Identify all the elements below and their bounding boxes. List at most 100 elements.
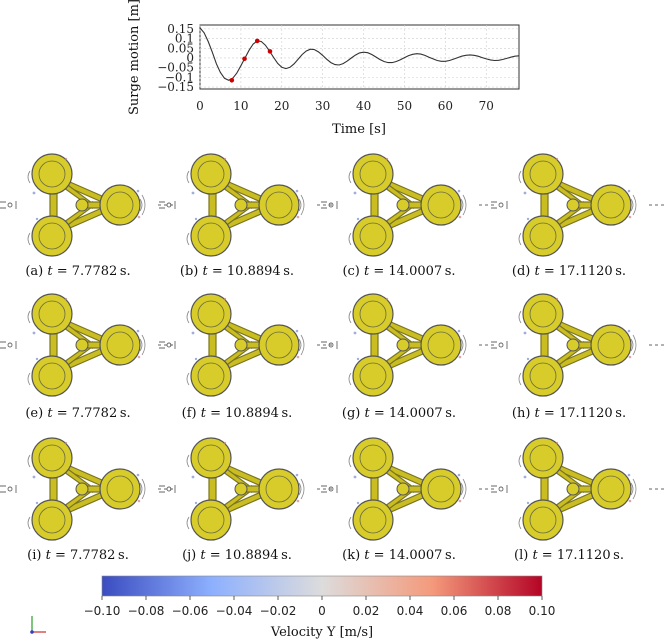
panel-label: (c) bbox=[342, 264, 364, 279]
panel-time: = 10.8894 s. bbox=[208, 264, 294, 279]
snapshot-panel: (l) t = 17.1120 s. bbox=[490, 437, 665, 563]
y-axis-label: Surge motion [m] bbox=[127, 0, 142, 115]
panel-time: = 10.8894 s. bbox=[206, 548, 292, 563]
panel-variable: t bbox=[364, 548, 370, 563]
snapshot-panel: (c) t = 14.0007 s. bbox=[320, 153, 495, 279]
snapshot-panel: (d) t = 17.1120 s. bbox=[490, 153, 665, 279]
y-tick-label: 0 bbox=[186, 51, 194, 65]
platform-snapshot bbox=[490, 293, 665, 397]
panel-label: (d) bbox=[512, 264, 535, 279]
panel-variable: t bbox=[203, 264, 209, 279]
panel-caption: (b) t = 10.8894 s. bbox=[180, 264, 294, 279]
colorbar-tick-label: 0.10 bbox=[529, 604, 556, 618]
snapshot-panel: (b) t = 10.8894 s. bbox=[158, 153, 333, 279]
colorbar-tick-label: −0.02 bbox=[260, 604, 297, 618]
snapshot-grid: (a) t = 7.7782 s. (b) t = 10.8894 s. (c) t… bbox=[0, 153, 665, 563]
platform-snapshot bbox=[158, 153, 333, 257]
colorbar-ticks: −0.10 −0.08 −0.06 −0.04 −0.02 0 0.02 0.04 0.06 0.… bbox=[84, 596, 556, 618]
panel-caption: (i) t = 7.7782 s. bbox=[27, 548, 129, 563]
y-tick-label: −0.1 bbox=[165, 70, 194, 84]
colorbar-tick-label: 0.04 bbox=[397, 604, 424, 618]
panel-time: = 7.7782 s. bbox=[53, 406, 131, 421]
snapshot-panel: (j) t = 10.8894 s. bbox=[158, 437, 333, 563]
panel-time: = 17.1120 s. bbox=[540, 406, 626, 421]
snapshot-panel: (f) t = 10.8894 s. bbox=[158, 293, 333, 421]
panel-time: = 17.1120 s. bbox=[538, 548, 624, 563]
snapshot-panel: (k) t = 14.0007 s. bbox=[320, 437, 495, 563]
panel-time: = 14.0007 s. bbox=[370, 406, 456, 421]
panel-label: (e) bbox=[25, 406, 47, 421]
panel-label: (j) bbox=[182, 548, 200, 563]
platform-snapshot bbox=[158, 293, 333, 397]
snapshot-panel: (h) t = 17.1120 s. bbox=[490, 293, 665, 421]
platform-snapshot bbox=[0, 153, 174, 257]
y-tick-label: −0.15 bbox=[157, 80, 194, 94]
x-tick-label: 10 bbox=[233, 99, 248, 113]
panel-variable: t bbox=[365, 406, 371, 421]
colorbar-tick-label: −0.06 bbox=[172, 604, 209, 618]
time-markers bbox=[229, 38, 273, 83]
y-tick-label: 0.15 bbox=[167, 22, 194, 36]
time-marker-point bbox=[254, 38, 260, 44]
platform-snapshot bbox=[490, 153, 665, 257]
snapshot-panel: (g) t = 14.0007 s. bbox=[320, 293, 495, 421]
panel-variable: t bbox=[47, 264, 53, 279]
panel-label: (f) bbox=[182, 406, 201, 421]
x-axis-label: Time [s] bbox=[332, 122, 386, 137]
platform-snapshot bbox=[320, 293, 495, 397]
x-tick-label: 30 bbox=[315, 99, 330, 113]
x-tick-label: 0 bbox=[196, 99, 204, 113]
snapshot-panel: (a) t = 7.7782 s. bbox=[0, 153, 174, 279]
panel-caption: (d) t = 17.1120 s. bbox=[512, 264, 626, 279]
x-tick-label: 60 bbox=[438, 99, 453, 113]
panel-caption: (e) t = 7.7782 s. bbox=[25, 406, 130, 421]
panel-variable: t bbox=[200, 548, 206, 563]
panel-caption: (c) t = 14.0007 s. bbox=[342, 264, 455, 279]
x-tick-label: 40 bbox=[356, 99, 371, 113]
y-tick-label: 0.05 bbox=[167, 41, 194, 55]
snapshot-panel: (i) t = 7.7782 s. bbox=[0, 437, 174, 563]
panel-time: = 14.0007 s. bbox=[370, 548, 456, 563]
x-tick-label: 50 bbox=[397, 99, 412, 113]
x-tick-label: 70 bbox=[479, 99, 494, 113]
panel-label: (i) bbox=[27, 548, 45, 563]
panel-caption: (f) t = 10.8894 s. bbox=[182, 406, 293, 421]
colorbar-tick-label: 0.02 bbox=[353, 604, 380, 618]
colorbar-title: Velocity Y [m/s] bbox=[270, 625, 373, 640]
platform-snapshot bbox=[158, 437, 333, 541]
colorbar-tick-label: −0.04 bbox=[216, 604, 253, 618]
panel-label: (a) bbox=[25, 264, 47, 279]
time-marker-point bbox=[229, 77, 235, 83]
platform-snapshot bbox=[320, 153, 495, 257]
colorbar-tick-label: −0.08 bbox=[128, 604, 165, 618]
panel-variable: t bbox=[47, 406, 53, 421]
colorbar-tick-label: 0 bbox=[318, 604, 326, 618]
colorbar-tick-label: −0.10 bbox=[84, 604, 121, 618]
panel-time: = 17.1120 s. bbox=[540, 264, 626, 279]
panel-caption: (g) t = 14.0007 s. bbox=[342, 406, 456, 421]
panel-variable: t bbox=[364, 264, 370, 279]
time-marker-point bbox=[242, 56, 247, 62]
panel-time: = 14.0007 s. bbox=[369, 264, 455, 279]
panel-time: = 7.7782 s. bbox=[53, 264, 131, 279]
chart-grid bbox=[199, 25, 519, 89]
panel-variable: t bbox=[532, 548, 538, 563]
platform-snapshot bbox=[320, 437, 495, 541]
platform-snapshot bbox=[0, 293, 174, 397]
colorbar-gradient bbox=[101, 575, 543, 597]
colorbar-tick-label: 0.06 bbox=[441, 604, 468, 618]
panel-label: (k) bbox=[342, 548, 364, 563]
y-axis-ticks: 0.150.10.050−0.05−0.1−0.15 bbox=[157, 22, 194, 94]
panel-caption: (j) t = 10.8894 s. bbox=[182, 548, 292, 563]
surge-series-line bbox=[199, 27, 520, 81]
snapshot-panel: (e) t = 7.7782 s. bbox=[0, 293, 174, 421]
panel-variable: t bbox=[46, 548, 52, 563]
panel-time: = 7.7782 s. bbox=[51, 548, 129, 563]
velocity-colorbar: −0.10 −0.08 −0.06 −0.04 −0.02 0 0.02 0.04 0.06 0.… bbox=[84, 575, 556, 640]
panel-variable: t bbox=[535, 406, 541, 421]
platform-snapshot bbox=[0, 437, 174, 541]
axis-triad-icon bbox=[30, 616, 46, 634]
panel-time: = 10.8894 s. bbox=[206, 406, 292, 421]
panel-caption: (a) t = 7.7782 s. bbox=[25, 264, 130, 279]
